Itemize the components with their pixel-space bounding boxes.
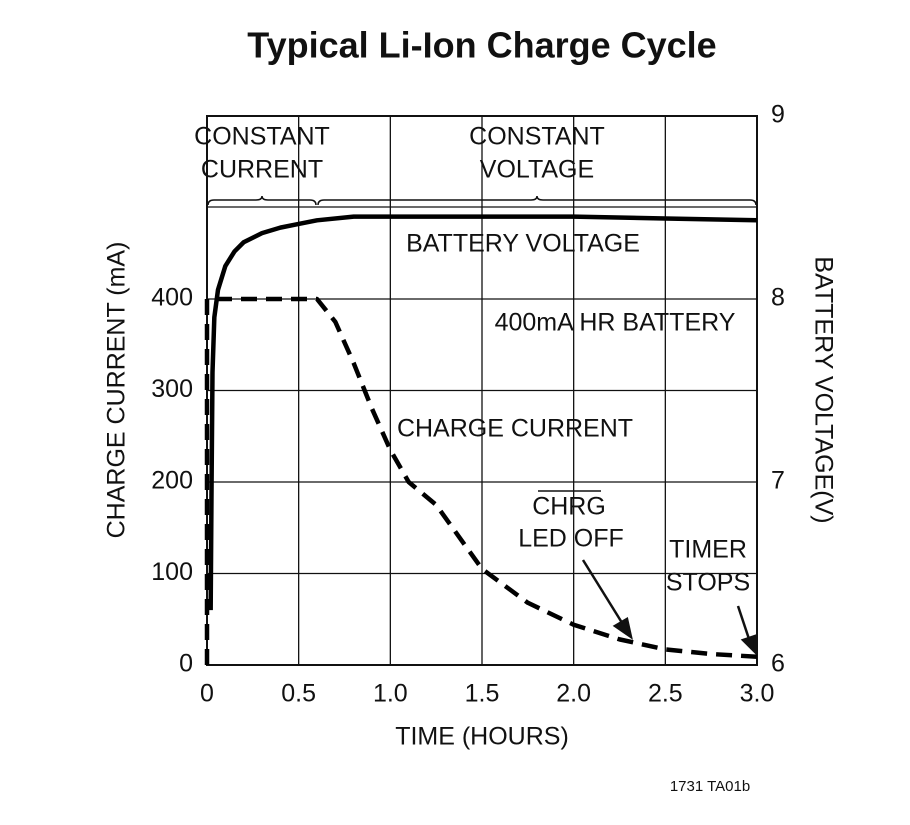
footnote: 1731 TA01b bbox=[670, 778, 750, 795]
annotation: TIMER bbox=[669, 536, 747, 564]
y-axis-label: CHARGE CURRENT (mA) bbox=[103, 242, 131, 539]
y-tick-label: 100 bbox=[151, 558, 193, 586]
plot-frame bbox=[206, 115, 758, 666]
series-line bbox=[204, 296, 758, 665]
arrows bbox=[581, 559, 757, 656]
phase-label: CONSTANT bbox=[194, 123, 330, 151]
y2-tick-label: 6 bbox=[771, 650, 785, 678]
x-tick-label: 1.5 bbox=[465, 680, 500, 708]
phase-brace bbox=[317, 195, 757, 206]
x-tick-label: 2.0 bbox=[556, 680, 591, 708]
annotation: CHRG bbox=[532, 493, 606, 521]
y2-tick-label: 7 bbox=[771, 467, 785, 495]
x-axis-label: TIME (HOURS) bbox=[395, 723, 569, 751]
chart-title: Typical Li-Ion Charge Cycle bbox=[247, 25, 716, 66]
y-tick-label: 400 bbox=[151, 284, 193, 312]
y-tick-label: 300 bbox=[151, 375, 193, 403]
phase-label: VOLTAGE bbox=[480, 156, 594, 184]
phase-label: CURRENT bbox=[201, 156, 323, 184]
phase-label: CONSTANT bbox=[469, 123, 605, 151]
y-tick-label: 200 bbox=[151, 467, 193, 495]
y-tick-label: 0 bbox=[179, 650, 193, 678]
series-label: BATTERY VOLTAGE bbox=[406, 230, 640, 258]
series-label: CHARGE CURRENT bbox=[397, 415, 633, 443]
series-line bbox=[208, 214, 758, 611]
x-tick-label: 2.5 bbox=[648, 680, 683, 708]
x-tick-label: 3.0 bbox=[740, 680, 775, 708]
x-tick-label: 0.5 bbox=[281, 680, 316, 708]
y2-tick-label: 8 bbox=[771, 284, 785, 312]
annotation: 400mA HR BATTERY bbox=[495, 309, 736, 337]
phase-brace bbox=[207, 195, 317, 206]
y2-axis-label: BATTERY VOLTAGE(V) bbox=[809, 256, 837, 523]
x-tick-label: 1.0 bbox=[373, 680, 408, 708]
annotation: LED OFF bbox=[518, 525, 624, 553]
y2-tick-label: 9 bbox=[771, 101, 785, 129]
x-tick-label: 0 bbox=[200, 680, 214, 708]
annotation: STOPS bbox=[666, 569, 750, 597]
